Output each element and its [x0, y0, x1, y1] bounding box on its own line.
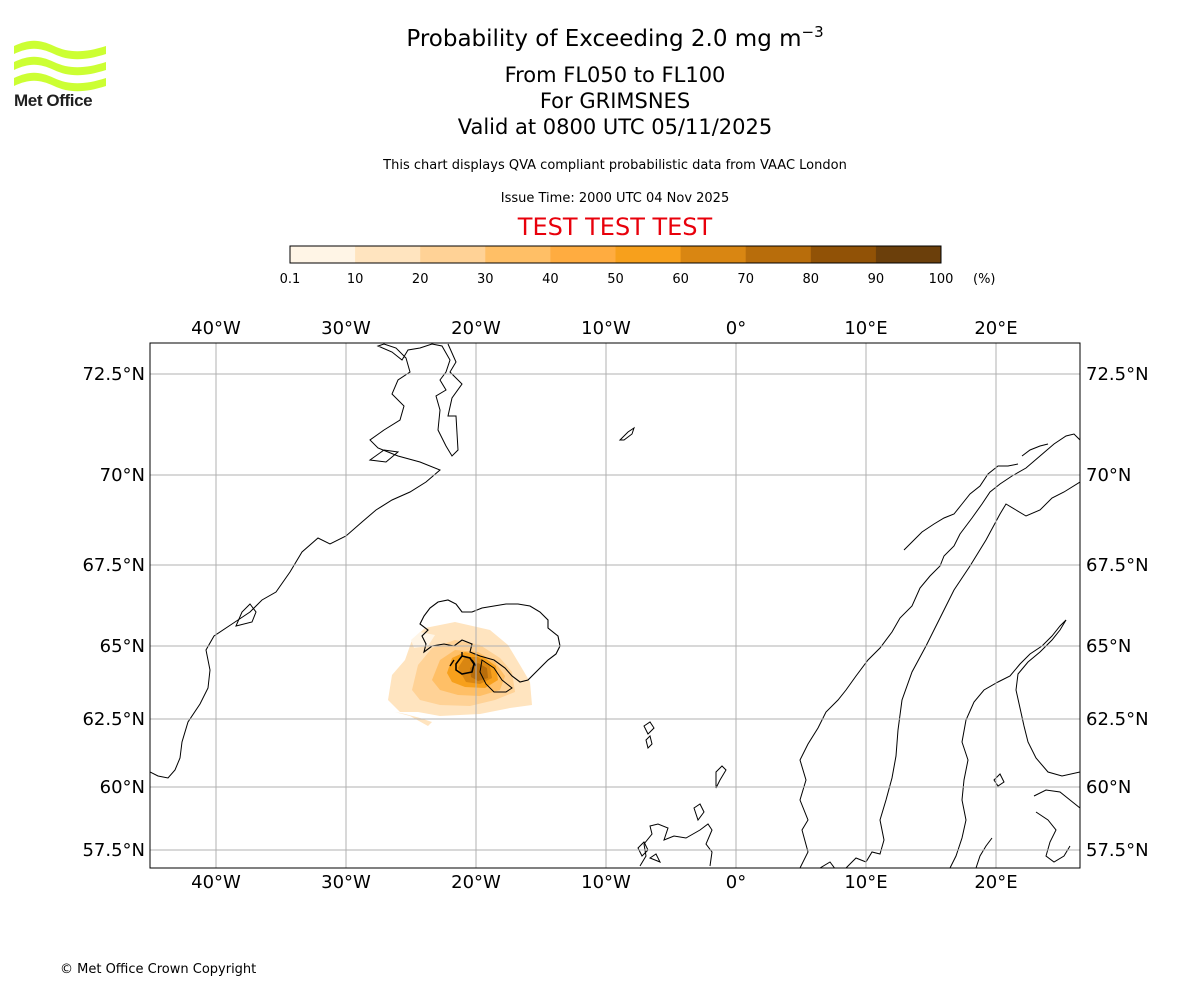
- lat-label-right-70n: 70°N: [1086, 465, 1131, 486]
- scandinavia-coastline: [819, 481, 1080, 868]
- shetland-coastline: [715, 765, 727, 789]
- colorbar-segment-7: [745, 246, 812, 263]
- lon-label-top-20w: 20°W: [451, 318, 501, 339]
- test-banner: TEST TEST TEST: [517, 213, 713, 241]
- lat-label-left-70n: 70°N: [100, 465, 145, 486]
- lon-label-bottom-20e: 20°E: [974, 872, 1017, 893]
- volcano-region-outline: [455, 655, 475, 675]
- colorbar-segment-4: [550, 246, 616, 263]
- colorbar-tick-label-0: 0.1: [280, 272, 301, 287]
- lon-label-bottom-10w: 10°W: [581, 872, 631, 893]
- lat-label-right-60n: 60°N: [1086, 777, 1131, 798]
- met-office-logo-waves-icon: [14, 40, 106, 92]
- colorbar-segment-6: [680, 246, 747, 263]
- lat-label-left-62-5n: 62.5°N: [82, 709, 145, 730]
- probability-colorbar: 0.1 10 20 30 40 50 60 70 80 90 100 (%): [280, 245, 996, 287]
- lon-label-bottom-30w: 30°W: [321, 872, 371, 893]
- colorbar-segment-9: [875, 246, 942, 263]
- colorbar-tick-label-2: 20: [412, 272, 429, 287]
- jan-mayen-coastline: [618, 426, 635, 441]
- lat-label-right-72-5n: 72.5°N: [1086, 364, 1149, 385]
- flight-level-range: From FL050 to FL100: [504, 63, 726, 87]
- lon-label-bottom-20w: 20°W: [451, 872, 501, 893]
- lon-label-bottom-10e: 10°E: [844, 872, 887, 893]
- lon-label-top-10e: 10°E: [844, 318, 887, 339]
- valid-time: Valid at 0800 UTC 05/11/2025: [457, 115, 773, 139]
- colorbar-tick-label-6: 60: [672, 272, 689, 287]
- scotland-coastline: [639, 823, 713, 867]
- lat-label-left-72-5n: 72.5°N: [82, 364, 145, 385]
- iceland-coastline: [419, 599, 561, 683]
- colorbar-tick-label-10: 100: [929, 272, 954, 287]
- met-office-logo-text: Met Office: [14, 91, 93, 110]
- lon-label-bottom-40w: 40°W: [191, 872, 241, 893]
- lon-label-top-10w: 10°W: [581, 318, 631, 339]
- lon-label-bottom-0: 0°: [726, 872, 746, 893]
- colorbar-tick-label-5: 50: [607, 272, 624, 287]
- chart-description: This chart displays QVA compliant probab…: [383, 158, 847, 173]
- sweden-coastline: [949, 619, 1067, 868]
- colorbar-tick-label-1: 10: [347, 272, 364, 287]
- colorbar-segment-5: [615, 246, 682, 263]
- copyright-notice: © Met Office Crown Copyright: [60, 962, 257, 977]
- lat-label-left-65n: 65°N: [100, 636, 145, 657]
- lat-label-left-60n: 60°N: [100, 777, 145, 798]
- colorbar-segment-2: [420, 246, 486, 263]
- title-exponent: −3: [801, 23, 824, 41]
- lat-label-right-65n: 65°N: [1086, 636, 1131, 657]
- greenland-coastline: [150, 343, 463, 779]
- lat-label-right-62-5n: 62.5°N: [1086, 709, 1149, 730]
- colorbar-tick-label-4: 40: [542, 272, 559, 287]
- lon-label-top-40w: 40°W: [191, 318, 241, 339]
- lon-label-top-20e: 20°E: [974, 318, 1017, 339]
- issue-time: Issue Time: 2000 UTC 04 Nov 2025: [500, 191, 730, 206]
- colorbar-segment-3: [485, 246, 551, 263]
- lat-label-left-57-5n: 57.5°N: [82, 840, 145, 861]
- colorbar-unit-label: (%): [973, 272, 996, 287]
- chart-title: Probability of Exceeding 2.0 mg m−3: [0, 23, 1200, 53]
- colorbar-segment-8: [810, 246, 877, 263]
- lat-label-right-57-5n: 57.5°N: [1086, 840, 1149, 861]
- volcano-name: For GRIMSNES: [539, 89, 691, 113]
- title-main: Probability of Exceeding 2.0 mg m: [406, 26, 802, 52]
- lat-label-left-67-5n: 67.5°N: [82, 555, 145, 576]
- faroe-islands-coastline: [643, 721, 655, 749]
- lon-label-top-0: 0°: [726, 318, 746, 339]
- colorbar-segment-1: [355, 246, 421, 263]
- map-gridlines: [150, 343, 1080, 868]
- colorbar-tick-label-3: 30: [477, 272, 494, 287]
- colorbar-tick-label-9: 90: [868, 272, 885, 287]
- colorbar-segment-0: [290, 246, 356, 263]
- lat-label-right-67-5n: 67.5°N: [1086, 555, 1149, 576]
- colorbar-tick-label-7: 70: [737, 272, 754, 287]
- map-frame: [149, 342, 1081, 869]
- colorbar-tick-label-8: 80: [803, 272, 820, 287]
- lon-label-top-30w: 30°W: [321, 318, 371, 339]
